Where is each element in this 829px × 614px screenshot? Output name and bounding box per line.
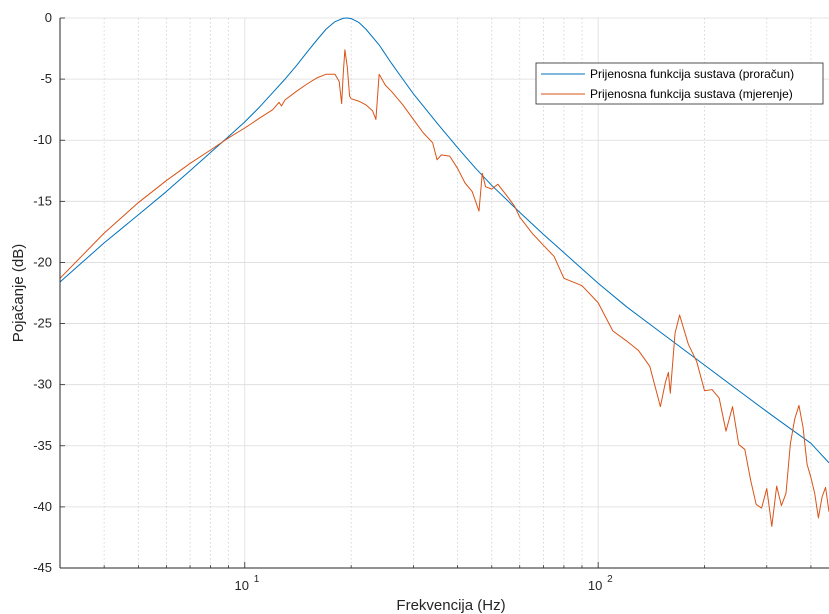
series-line-calc xyxy=(59,17,829,464)
x-tick-exponent: 2 xyxy=(607,574,613,585)
y-tick-label: -25 xyxy=(33,316,52,331)
series-layer xyxy=(59,17,829,527)
legend: Prijenosna funkcija sustava (proračun) P… xyxy=(535,62,824,105)
y-tick-label: 0 xyxy=(45,10,52,25)
legend-box xyxy=(535,62,824,105)
x-tick-group: 10 1 10 2 xyxy=(59,562,812,593)
x-tick-exponent: 1 xyxy=(254,574,260,585)
y-tick-label: -45 xyxy=(33,560,52,575)
x-tick-label: 10 xyxy=(588,578,602,593)
y-tick-group: 0 -5 -10 -15 -20 -25 -30 -35 -40 -45 xyxy=(33,10,65,575)
legend-label-meas: Prijenosna funkcija sustava (mjerenje) xyxy=(590,87,793,101)
y-tick-label: -40 xyxy=(33,499,52,514)
legend-label-calc: Prijenosna funkcija sustava (proračun) xyxy=(590,67,794,81)
plot-background xyxy=(60,18,829,568)
x-axis-label: Frekvencija (Hz) xyxy=(396,597,505,614)
plot-area: 0 -5 -10 -15 -20 -25 -30 -35 -40 -45 10 1 10 2 xyxy=(33,10,829,593)
y-tick-label: -15 xyxy=(33,193,52,208)
y-tick-label: -35 xyxy=(33,438,52,453)
y-tick-label: -30 xyxy=(33,377,52,392)
x-tick-label: 10 xyxy=(235,578,249,593)
y-tick-label: -5 xyxy=(40,71,52,86)
series-line-meas xyxy=(59,49,829,527)
y-axis-label: Pojačanje (dB) xyxy=(10,244,27,342)
y-tick-label: -10 xyxy=(33,132,52,147)
y-tick-label: -20 xyxy=(33,254,52,269)
